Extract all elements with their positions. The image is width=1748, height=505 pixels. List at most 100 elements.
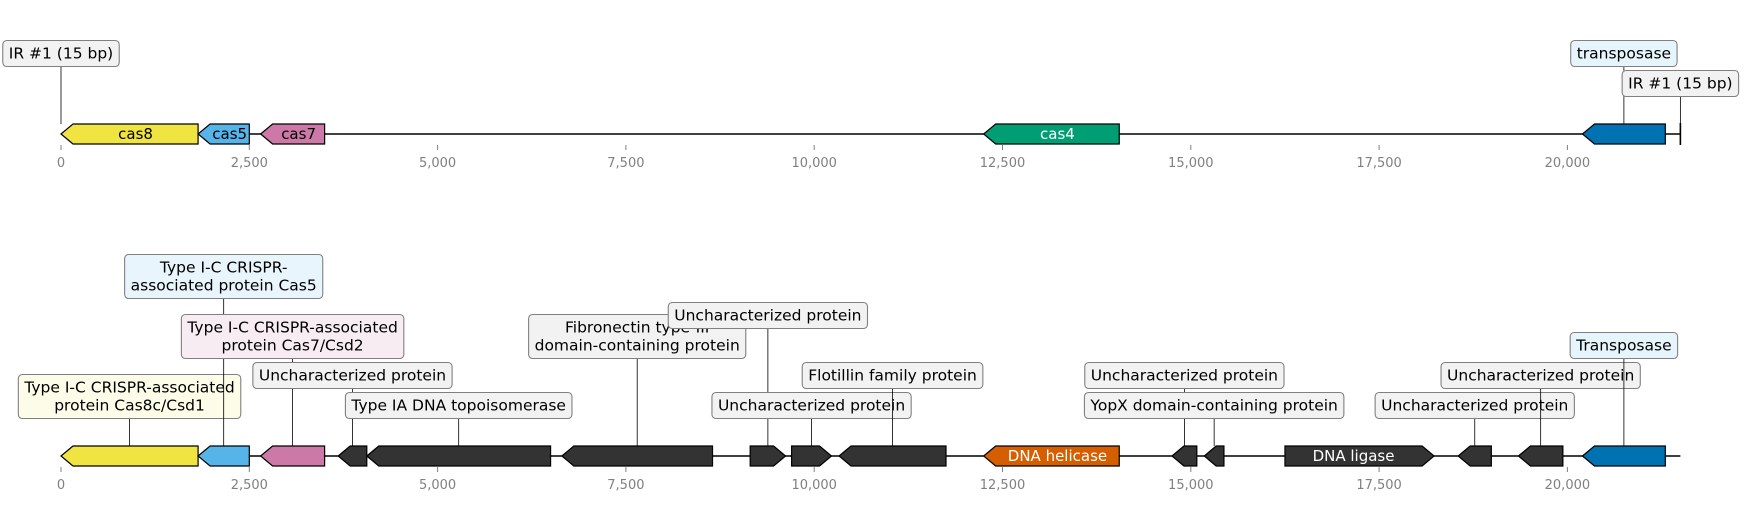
- tick-label: 17,500: [1356, 478, 1402, 493]
- tick-label: 17,500: [1356, 156, 1402, 171]
- gene-arrow[interactable]: [838, 445, 947, 467]
- annotation-box: [711, 391, 912, 420]
- tick-label: 12,500: [980, 156, 1026, 171]
- annotation-text: transposase: [1577, 45, 1671, 63]
- gene-arrow[interactable]: [749, 445, 787, 467]
- gene-arrow[interactable]: [259, 123, 326, 145]
- gene-label: DNA helicase: [1008, 447, 1107, 465]
- annotation-text: Uncharacterized protein: [718, 397, 905, 415]
- annotation: Uncharacterized protein: [711, 391, 912, 446]
- tick-label: 15,000: [1168, 478, 1214, 493]
- gene-arrow[interactable]: [791, 445, 833, 467]
- gene-arrow[interactable]: [982, 445, 1120, 467]
- tick-label: 10,000: [791, 156, 837, 171]
- annotation: Transposase: [1569, 331, 1679, 446]
- annotation-text: Type IA DNA topoisomerase: [350, 397, 566, 415]
- annotation-box: [124, 253, 324, 300]
- gene-label: DNA ligase: [1313, 447, 1395, 465]
- tick-label: 5,000: [419, 478, 456, 493]
- annotation-text: protein Cas7/Csd2: [222, 337, 364, 355]
- track-2: DNA helicase DNA ligase 0 2,500 5,000 7,500 10…: [17, 253, 1681, 493]
- annotation-text: Uncharacterized protein: [259, 367, 446, 385]
- gene-arrow[interactable]: [337, 445, 368, 467]
- annotation-box: [667, 301, 869, 330]
- annotation-text: Flotillin family protein: [808, 367, 977, 385]
- tick-label: 5,000: [419, 156, 456, 171]
- tick-label: 20,000: [1545, 478, 1591, 493]
- annotation: Uncharacterized protein: [1084, 361, 1285, 446]
- annotation-text: Type I-C CRISPR-associated: [23, 379, 234, 397]
- annotation-box: [180, 313, 405, 360]
- tick-label: 12,500: [980, 478, 1026, 493]
- annotation-text: Uncharacterized protein: [1091, 367, 1278, 385]
- annotation-text: Transposase: [1575, 337, 1671, 355]
- annotation: Flotillin family protein: [801, 361, 984, 446]
- annotation-text: associated protein Cas5: [131, 277, 317, 295]
- tick-label: 2,500: [231, 156, 268, 171]
- annotation-text: Uncharacterized protein: [1447, 367, 1634, 385]
- gene-arrow[interactable]: [259, 445, 326, 467]
- annotation-box: [17, 373, 242, 420]
- annotation-text: Type I-C CRISPR-: [159, 259, 288, 277]
- annotation: IR #1 (15 bp): [2, 39, 120, 124]
- annotation: YopX domain-containing protein: [1083, 391, 1345, 446]
- annotation: Type I-C CRISPR-associated protein Cas5: [124, 253, 324, 446]
- gene-arrow[interactable]: [560, 445, 714, 467]
- gene-arrow[interactable]: [197, 445, 250, 467]
- annotation-box: [801, 361, 984, 390]
- tick-label: 0: [57, 156, 65, 171]
- tick-label: 7,500: [607, 478, 644, 493]
- annotation-box: [1569, 331, 1679, 360]
- annotation-text: protein Cas8c/Csd1: [54, 397, 205, 415]
- annotation-text: Uncharacterized protein: [674, 307, 861, 325]
- gene-arrow[interactable]: [1171, 445, 1198, 467]
- annotation-box: [344, 391, 573, 420]
- gene-arrow[interactable]: [1581, 445, 1666, 467]
- track-1: cas8 cas5 cas7 cas4 0 2,500 5,000 7,500 10,000 12…: [2, 39, 1740, 171]
- annotation: IR #1 (15 bp): [1621, 69, 1740, 124]
- tick-label: 15,000: [1168, 156, 1214, 171]
- tick-label: 2,500: [231, 478, 268, 493]
- tick-label: 20,000: [1545, 156, 1591, 171]
- annotation-text: Uncharacterized protein: [1381, 397, 1568, 415]
- gene-arrow[interactable]: [982, 123, 1120, 145]
- annotation: Type IA DNA topoisomerase: [344, 391, 573, 446]
- tick-label: 10,000: [791, 478, 837, 493]
- annotation: Uncharacterized protein: [252, 361, 453, 446]
- tick-label: 7,500: [607, 156, 644, 171]
- tick-label: 0: [57, 478, 65, 493]
- annotation-box: [2, 39, 120, 68]
- annotation-text: YopX domain-containing protein: [1089, 397, 1337, 415]
- annotation-box: [1374, 391, 1575, 420]
- annotation-text: Type I-C CRISPR-associated: [186, 319, 397, 337]
- gene-arrow[interactable]: [1581, 123, 1666, 145]
- annotation-text: domain-containing protein: [535, 337, 740, 355]
- annotation: transposase: [1570, 39, 1678, 124]
- annotation-box: [252, 361, 453, 390]
- annotation-box: [1621, 69, 1740, 98]
- gene-arrow[interactable]: [60, 445, 199, 467]
- gene-arrow[interactable]: [1517, 445, 1564, 467]
- gene-arrow[interactable]: [365, 445, 552, 467]
- annotation: Uncharacterized protein: [1374, 391, 1575, 446]
- gene-label: cas8: [118, 125, 153, 143]
- gene-label: cas4: [1040, 125, 1075, 143]
- gene-label: cas7: [281, 125, 316, 143]
- annotation-box: [1440, 361, 1641, 390]
- gene-arrow[interactable]: [197, 123, 250, 145]
- gene-arrow[interactable]: [1457, 445, 1492, 467]
- gene-arrow[interactable]: [1284, 445, 1436, 467]
- gene-arrow[interactable]: [1203, 445, 1225, 467]
- gene-label: cas5: [212, 125, 247, 143]
- annotation-box: [1084, 361, 1285, 390]
- annotation: Uncharacterized protein: [667, 301, 869, 446]
- annotation-box: [1570, 39, 1678, 68]
- annotation-text: IR #1 (15 bp): [9, 45, 113, 63]
- annotation-box: [1083, 391, 1345, 420]
- annotation: Uncharacterized protein: [1440, 361, 1641, 446]
- annotation-text: IR #1 (15 bp): [1628, 75, 1732, 93]
